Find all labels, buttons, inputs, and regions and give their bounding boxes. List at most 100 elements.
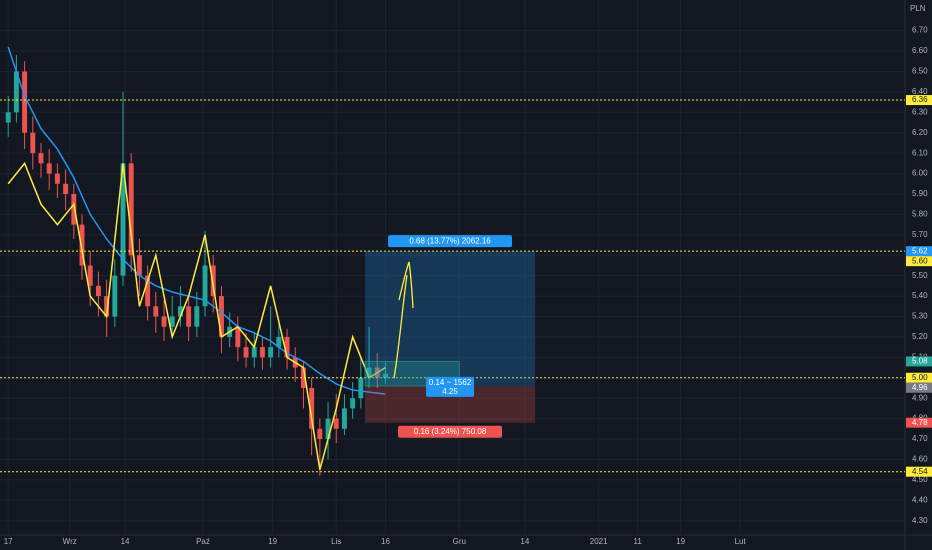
price-axis-label: 6.36 bbox=[912, 95, 928, 104]
currency-label: PLN bbox=[910, 4, 926, 13]
candle-body bbox=[366, 367, 372, 378]
candle-body bbox=[333, 418, 339, 429]
x-tick-label: Paź bbox=[196, 537, 210, 546]
candle-body bbox=[22, 71, 28, 133]
price-axis-label-box bbox=[906, 256, 932, 267]
y-tick-label: 5.20 bbox=[912, 332, 928, 341]
candle-body bbox=[136, 255, 142, 276]
candle-body bbox=[161, 316, 167, 327]
candle-body bbox=[5, 112, 11, 123]
moving-average-line bbox=[7, 46, 386, 395]
candle-body bbox=[300, 367, 306, 388]
price-axis-label: 5.62 bbox=[912, 246, 928, 255]
candle-body bbox=[63, 183, 69, 194]
candle-body bbox=[268, 347, 274, 358]
y-tick-label: 5.80 bbox=[912, 210, 928, 219]
entry-label-box bbox=[426, 376, 475, 397]
candle-body bbox=[358, 377, 364, 399]
price-axis-label-box bbox=[906, 356, 932, 367]
candle-body bbox=[259, 347, 265, 358]
candle-body bbox=[71, 193, 77, 225]
y-tick-label: 6.00 bbox=[912, 169, 928, 178]
candle-body bbox=[202, 265, 208, 307]
y-tick-label: 6.10 bbox=[912, 148, 928, 157]
candle-body bbox=[194, 306, 200, 327]
target-label: 0.68 (13.77%) 2062.16 bbox=[409, 236, 491, 245]
y-tick-label: 4.40 bbox=[912, 495, 928, 504]
x-tick-label: 19 bbox=[268, 537, 277, 546]
candle-body bbox=[235, 326, 241, 348]
candle-body bbox=[251, 347, 257, 358]
candle-body bbox=[54, 173, 60, 184]
y-tick-label: 6.20 bbox=[912, 128, 928, 137]
x-tick-label: 17 bbox=[4, 537, 13, 546]
price-axis-label-box bbox=[906, 372, 932, 383]
candle-body bbox=[79, 224, 85, 266]
y-tick-label: 5.70 bbox=[912, 230, 928, 239]
candle-body bbox=[128, 163, 134, 256]
candle-body bbox=[317, 428, 323, 440]
y-tick-label: 4.60 bbox=[912, 455, 928, 464]
candle-body bbox=[145, 275, 151, 307]
price-axis-label: 5.00 bbox=[912, 373, 928, 382]
candle-body bbox=[38, 153, 44, 164]
candle-body bbox=[218, 296, 224, 337]
y-tick-label: 4.50 bbox=[912, 475, 928, 484]
x-tick-label: Lut bbox=[735, 537, 747, 546]
x-tick-label: Gru bbox=[453, 537, 466, 546]
target-label-box bbox=[388, 235, 513, 248]
target-zone bbox=[364, 251, 536, 386]
y-tick-label: 5.90 bbox=[912, 189, 928, 198]
candle-body bbox=[186, 306, 192, 327]
candle-body bbox=[13, 71, 19, 113]
y-tick-label: 4.30 bbox=[912, 516, 928, 525]
candle-body bbox=[382, 373, 388, 378]
price-axis-label: 4.96 bbox=[912, 383, 928, 392]
x-tick-label: Lis bbox=[331, 537, 341, 546]
candle-body bbox=[276, 336, 282, 348]
y-tick-label: 5.50 bbox=[912, 271, 928, 280]
candle-body bbox=[177, 306, 183, 317]
candle-body bbox=[210, 265, 216, 297]
y-tick-label: 6.40 bbox=[912, 87, 928, 96]
y-tick-label: 5.30 bbox=[912, 312, 928, 321]
x-tick-label: 16 bbox=[381, 537, 390, 546]
entry-label: 4.25 bbox=[442, 387, 458, 396]
candle-body bbox=[309, 387, 315, 429]
candle-body bbox=[153, 306, 159, 317]
y-tick-label: 6.70 bbox=[912, 26, 928, 35]
candle-body bbox=[243, 347, 249, 358]
y-tick-label: 4.90 bbox=[912, 393, 928, 402]
x-tick-label: 14 bbox=[520, 537, 529, 546]
price-axis-label: 5.60 bbox=[912, 256, 928, 265]
price-axis-label-box bbox=[906, 382, 932, 393]
price-axis-label: 4.78 bbox=[912, 418, 928, 427]
hand-drawn-arrow bbox=[393, 261, 414, 379]
price-axis-label: 4.54 bbox=[912, 467, 928, 476]
y-tick-label: 6.30 bbox=[912, 107, 928, 116]
candle-body bbox=[350, 398, 356, 409]
price-axis-label: 5.08 bbox=[912, 357, 928, 366]
x-tick-label: 11 bbox=[633, 537, 642, 546]
stop-label: 0.16 (3.24%) 750.08 bbox=[414, 427, 487, 436]
x-tick-label: Wrz bbox=[63, 537, 77, 546]
price-axis-label-box bbox=[906, 95, 932, 106]
entry-label: 0.14 ~ 1562 bbox=[429, 378, 472, 387]
candle-body bbox=[325, 418, 331, 440]
candle-body bbox=[104, 296, 110, 317]
price-axis-label-box bbox=[906, 246, 932, 257]
candle-body bbox=[341, 408, 347, 429]
x-tick-label: 2021 bbox=[590, 537, 608, 546]
candle-body bbox=[284, 336, 290, 358]
y-tick-label: 6.50 bbox=[912, 67, 928, 76]
candle-body bbox=[112, 275, 118, 317]
candle-body bbox=[120, 163, 126, 276]
candle-body bbox=[169, 316, 175, 327]
stop-label-box bbox=[398, 425, 503, 438]
moving-average-line bbox=[7, 161, 386, 470]
x-tick-label: 14 bbox=[121, 537, 130, 546]
y-tick-label: 4.70 bbox=[912, 434, 928, 443]
price-axis-label-box bbox=[906, 417, 932, 428]
x-tick-label: 19 bbox=[676, 537, 685, 546]
